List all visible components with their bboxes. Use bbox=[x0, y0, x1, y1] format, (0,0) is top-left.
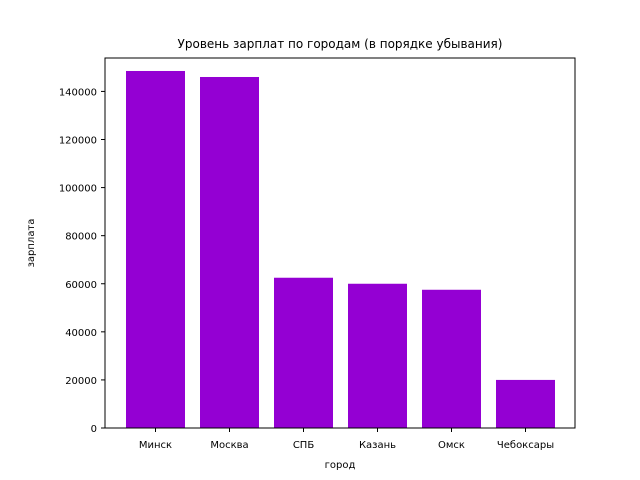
x-tick-label: Чебоксары bbox=[497, 440, 554, 451]
bar-1 bbox=[200, 76, 259, 428]
y-axis-label: зарплата bbox=[26, 219, 37, 268]
bar-4 bbox=[422, 289, 481, 428]
x-axis-label: город bbox=[325, 460, 356, 471]
x-tick-label: Москва bbox=[210, 440, 248, 451]
y-tick-label: 140000 bbox=[59, 87, 97, 98]
x-tick-label: Казань bbox=[359, 440, 396, 451]
y-tick-label: 80000 bbox=[65, 232, 97, 243]
chart-title: Уровень зарплат по городам (в порядке уб… bbox=[178, 37, 503, 51]
y-tick-label: 100000 bbox=[59, 184, 97, 195]
x-tick-label: Омск bbox=[438, 440, 465, 451]
x-axis: Минск Москва СПБ Казань Омск Чебоксары bbox=[139, 428, 554, 451]
bars-group bbox=[126, 70, 555, 428]
bar-0 bbox=[126, 70, 185, 428]
bar-2 bbox=[274, 277, 333, 428]
y-tick-label: 0 bbox=[91, 424, 97, 435]
y-tick-label: 20000 bbox=[65, 376, 97, 387]
plot-frame bbox=[104, 57, 576, 429]
bar-5 bbox=[496, 379, 555, 428]
y-tick-label: 120000 bbox=[59, 136, 97, 147]
bar-3 bbox=[348, 283, 407, 428]
x-tick-label: Минск bbox=[139, 440, 172, 451]
x-tick-label: СПБ bbox=[293, 440, 315, 451]
y-axis: 0 20000 40000 60000 80000 100000 120000 140000 bbox=[59, 87, 105, 435]
y-tick-label: 40000 bbox=[65, 328, 97, 339]
y-tick-label: 60000 bbox=[65, 280, 97, 291]
